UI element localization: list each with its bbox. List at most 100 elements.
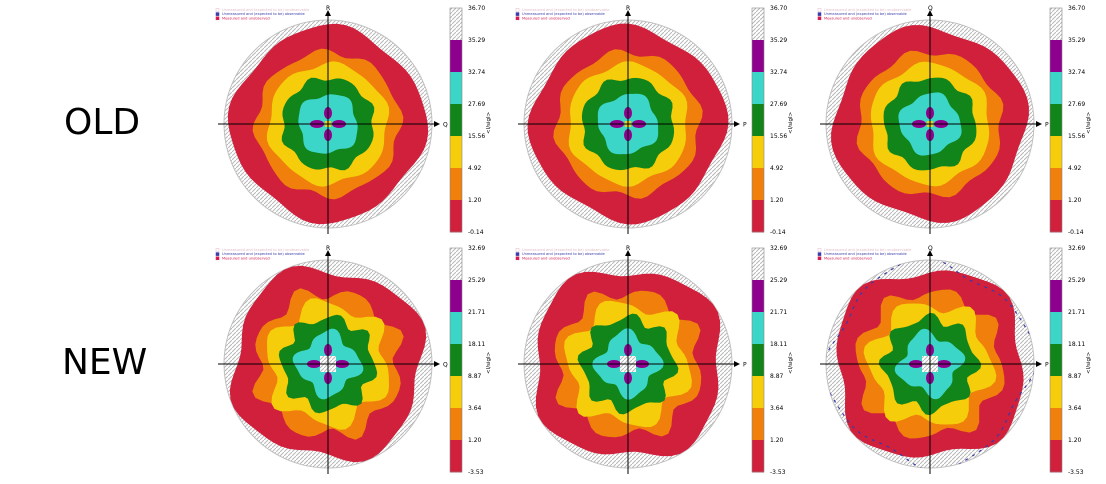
colorbar-segment: [752, 248, 764, 281]
colorbar-title: <I/sigI>: [1086, 351, 1092, 374]
colorbar-tick-label: 1.20: [1068, 437, 1082, 444]
row-label-new: NEW: [62, 342, 148, 383]
horizontal-axis-label: P: [1045, 362, 1049, 369]
legend-item-text: Unmeasured and (expected to be) observab…: [522, 12, 606, 16]
horizontal-axis-arrow: [1036, 121, 1042, 127]
colorbar-segment: [752, 280, 764, 313]
colorbar-tick-label: 4.92: [770, 165, 784, 172]
colorbar-segment: [752, 72, 764, 105]
legend-item-text: Measured and unobserved: [522, 256, 570, 260]
colorbar-tick-label: 18.11: [770, 341, 787, 348]
colorbar-title: <I/sigI>: [788, 351, 794, 374]
colorbar-segment: [752, 408, 764, 441]
legend-swatch: [215, 12, 220, 16]
legend-swatch: [515, 12, 520, 16]
heatmap-panel-old-2: P R Unmeasured and (expected to be) unobse…: [515, 5, 794, 236]
colorbar-segment: [1050, 104, 1062, 137]
legend-item-text: Measured and unobserved: [222, 16, 270, 20]
colorbar-tick-label: 36.70: [770, 5, 787, 12]
colorbar-segment: [752, 168, 764, 201]
colorbar-segment: [450, 72, 462, 105]
colorbar-tick-label: -0.14: [1068, 229, 1084, 236]
legend-swatch: [215, 16, 220, 21]
colorbar-tick-label: 32.69: [770, 245, 787, 252]
legend-swatch: [515, 256, 520, 261]
colorbar-tick-label: 8.87: [468, 373, 482, 380]
legend-swatch: [817, 8, 822, 12]
colorbar-segment: [450, 280, 462, 313]
colorbar-tick-label: 18.11: [468, 341, 485, 348]
vertical-axis-arrow: [927, 250, 933, 256]
horizontal-axis-arrow: [434, 121, 440, 127]
colorbar-tick-label: 32.69: [1068, 245, 1085, 252]
vertical-axis-arrow: [625, 250, 631, 256]
colorbar-frame: [751, 7, 765, 233]
colorbar-segment: [1050, 408, 1062, 441]
colorbar-tick-label: -0.14: [770, 229, 786, 236]
colorbar-segment: [1050, 248, 1062, 281]
colorbar-segment: [1050, 344, 1062, 377]
colorbar-segment: [1050, 8, 1062, 41]
colorbar-segment: [1050, 312, 1062, 345]
legend-swatch: [515, 252, 520, 256]
colorbar-segment: [450, 408, 462, 441]
colorbar-tick-label: -3.53: [770, 469, 786, 476]
vertical-axis-label: R: [326, 245, 330, 252]
horizontal-axis-label: P: [743, 362, 747, 369]
colorbar-tick-label: 15.56: [468, 133, 485, 140]
horizontal-axis-arrow: [734, 361, 740, 367]
vertical-axis-arrow: [625, 10, 631, 16]
legend-item-text: Unmeasured and (expected to be) observab…: [522, 252, 606, 256]
heatmap-panel-new-2: P R Unmeasured and (expected to be) unobse…: [515, 245, 794, 476]
colorbar-tick-label: 36.70: [1068, 5, 1085, 12]
horizontal-axis-arrow: [734, 121, 740, 127]
colorbar-segment: [1050, 376, 1062, 409]
horizontal-axis-arrow: [434, 361, 440, 367]
vertical-axis-label: Q: [928, 5, 933, 12]
colorbar-title: <I/sigI>: [788, 111, 794, 134]
colorbar-segment: [1050, 200, 1062, 233]
colorbar-segment: [752, 312, 764, 345]
colorbar-tick-label: 32.74: [468, 69, 485, 76]
horizontal-axis-arrow: [1036, 361, 1042, 367]
horizontal-axis-label: Q: [443, 122, 448, 129]
colorbar-segment: [1050, 168, 1062, 201]
vertical-axis-arrow: [325, 10, 331, 16]
colorbar-segment: [752, 8, 764, 41]
vertical-axis-arrow: [927, 10, 933, 16]
colorbar-tick-label: 35.29: [468, 37, 485, 44]
colorbar-segment: [450, 440, 462, 473]
colorbar-segment: [450, 40, 462, 73]
colorbar-tick-label: 1.20: [468, 437, 482, 444]
colorbar-tick-label: 27.69: [770, 101, 787, 108]
legend-item-text: Measured and unobserved: [222, 256, 270, 260]
legend-item-text: Measured and unobserved: [522, 16, 570, 20]
heatmap-panel-old-1: Q R Unmeasured and (expected to be) unobse…: [215, 5, 492, 236]
legend-swatch: [515, 16, 520, 21]
colorbar-title: <I/sigI>: [1086, 111, 1092, 134]
colorbar-tick-label: 15.56: [1068, 133, 1085, 140]
legend-swatch: [215, 256, 220, 261]
horizontal-axis-label: P: [743, 122, 747, 129]
horizontal-axis-label: Q: [443, 362, 448, 369]
colorbar-segment: [1050, 72, 1062, 105]
colorbar-tick-label: 1.20: [770, 437, 784, 444]
colorbar-segment: [752, 104, 764, 137]
colorbar-tick-label: 21.71: [468, 309, 485, 316]
heatmap-panel-new-1: Q R Unmeasured and (expected to be) unobse…: [215, 245, 492, 476]
legend-item-text: Measured and unobserved: [824, 256, 872, 260]
colorbar-tick-label: 4.92: [468, 165, 482, 172]
colorbar-segment: [752, 136, 764, 169]
legend-swatch: [215, 248, 220, 252]
legend-item-text: Unmeasured and (expected to be) unobserv…: [222, 8, 310, 12]
colorbar-segment: [450, 376, 462, 409]
colorbar-segment: [752, 200, 764, 233]
legend-item-text: Unmeasured and (expected to be) unobserv…: [522, 248, 610, 252]
colorbar-tick-label: 35.29: [1068, 37, 1085, 44]
colorbar-tick-label: 25.29: [1068, 277, 1085, 284]
heatmap-panel-old-3: P Q Unmeasured and (expected to be) unobse…: [817, 5, 1092, 236]
colorbar-tick-label: 21.71: [770, 309, 787, 316]
colorbar-segment: [752, 376, 764, 409]
colorbar-tick-label: 3.64: [1068, 405, 1082, 412]
colorbar-tick-label: 21.71: [1068, 309, 1085, 316]
